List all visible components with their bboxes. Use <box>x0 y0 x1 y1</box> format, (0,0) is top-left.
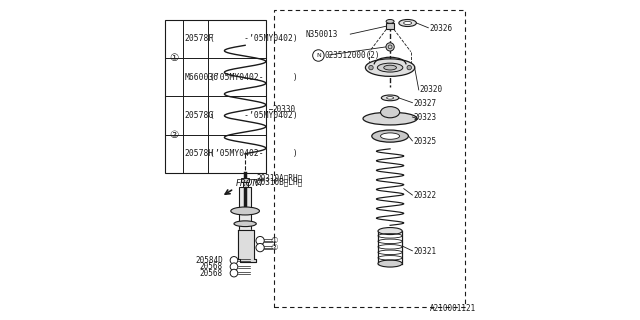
Text: 20310B〈LH〉: 20310B〈LH〉 <box>257 177 303 186</box>
Text: 20578H: 20578H <box>184 149 214 158</box>
Text: 20578F: 20578F <box>184 35 214 44</box>
Ellipse shape <box>365 59 415 76</box>
Text: 20320: 20320 <box>419 85 442 94</box>
Text: (’05MY0402-      ): (’05MY0402- ) <box>210 73 298 82</box>
Text: 20568: 20568 <box>200 262 223 271</box>
Text: (      -’05MY0402): ( -’05MY0402) <box>210 111 298 120</box>
Text: N: N <box>316 53 321 58</box>
Circle shape <box>230 269 238 277</box>
Ellipse shape <box>381 107 399 118</box>
Bar <box>241 178 249 182</box>
Ellipse shape <box>378 63 403 72</box>
Bar <box>387 23 394 29</box>
Ellipse shape <box>231 207 259 215</box>
Text: 20578G: 20578G <box>184 111 214 120</box>
Ellipse shape <box>399 20 417 27</box>
Text: ①: ① <box>170 53 179 63</box>
Text: ②: ② <box>270 243 278 252</box>
Text: N350013: N350013 <box>305 30 337 39</box>
Circle shape <box>256 236 264 245</box>
Circle shape <box>407 65 412 70</box>
Text: 20310A〈RH〉: 20310A〈RH〉 <box>257 173 303 182</box>
Ellipse shape <box>363 112 417 125</box>
Circle shape <box>369 65 373 70</box>
Bar <box>274 10 465 307</box>
Circle shape <box>230 263 238 270</box>
Ellipse shape <box>384 65 396 70</box>
Circle shape <box>230 257 238 264</box>
Bar <box>166 20 266 173</box>
Bar <box>239 187 251 240</box>
Text: ①: ① <box>270 236 278 245</box>
Ellipse shape <box>404 21 412 25</box>
Ellipse shape <box>387 97 394 99</box>
Text: 20584D: 20584D <box>195 256 223 265</box>
Text: 20321: 20321 <box>413 247 436 256</box>
Ellipse shape <box>372 130 408 142</box>
Text: (’05MY0402-      ): (’05MY0402- ) <box>210 149 298 158</box>
Text: 20325: 20325 <box>413 137 436 146</box>
Ellipse shape <box>234 221 256 227</box>
Ellipse shape <box>381 133 399 139</box>
Circle shape <box>256 244 264 252</box>
Ellipse shape <box>381 95 399 101</box>
Text: ②: ② <box>170 130 179 140</box>
Text: 20330: 20330 <box>273 105 296 114</box>
Text: FRONT: FRONT <box>236 179 264 188</box>
Text: (      -’05MY0402): ( -’05MY0402) <box>210 35 298 44</box>
Text: 023512000(2): 023512000(2) <box>324 51 380 60</box>
Text: 20568: 20568 <box>200 268 223 278</box>
Polygon shape <box>238 230 256 262</box>
Circle shape <box>386 43 394 51</box>
Text: A210001121: A210001121 <box>430 304 476 313</box>
Text: M660036: M660036 <box>184 73 218 82</box>
Bar <box>243 179 248 187</box>
Ellipse shape <box>386 20 394 23</box>
Text: 20326: 20326 <box>429 24 452 33</box>
Ellipse shape <box>378 228 402 235</box>
Text: 20327: 20327 <box>413 99 436 108</box>
Text: 20322: 20322 <box>413 191 436 200</box>
Text: 20323: 20323 <box>413 113 436 122</box>
Ellipse shape <box>378 260 402 267</box>
